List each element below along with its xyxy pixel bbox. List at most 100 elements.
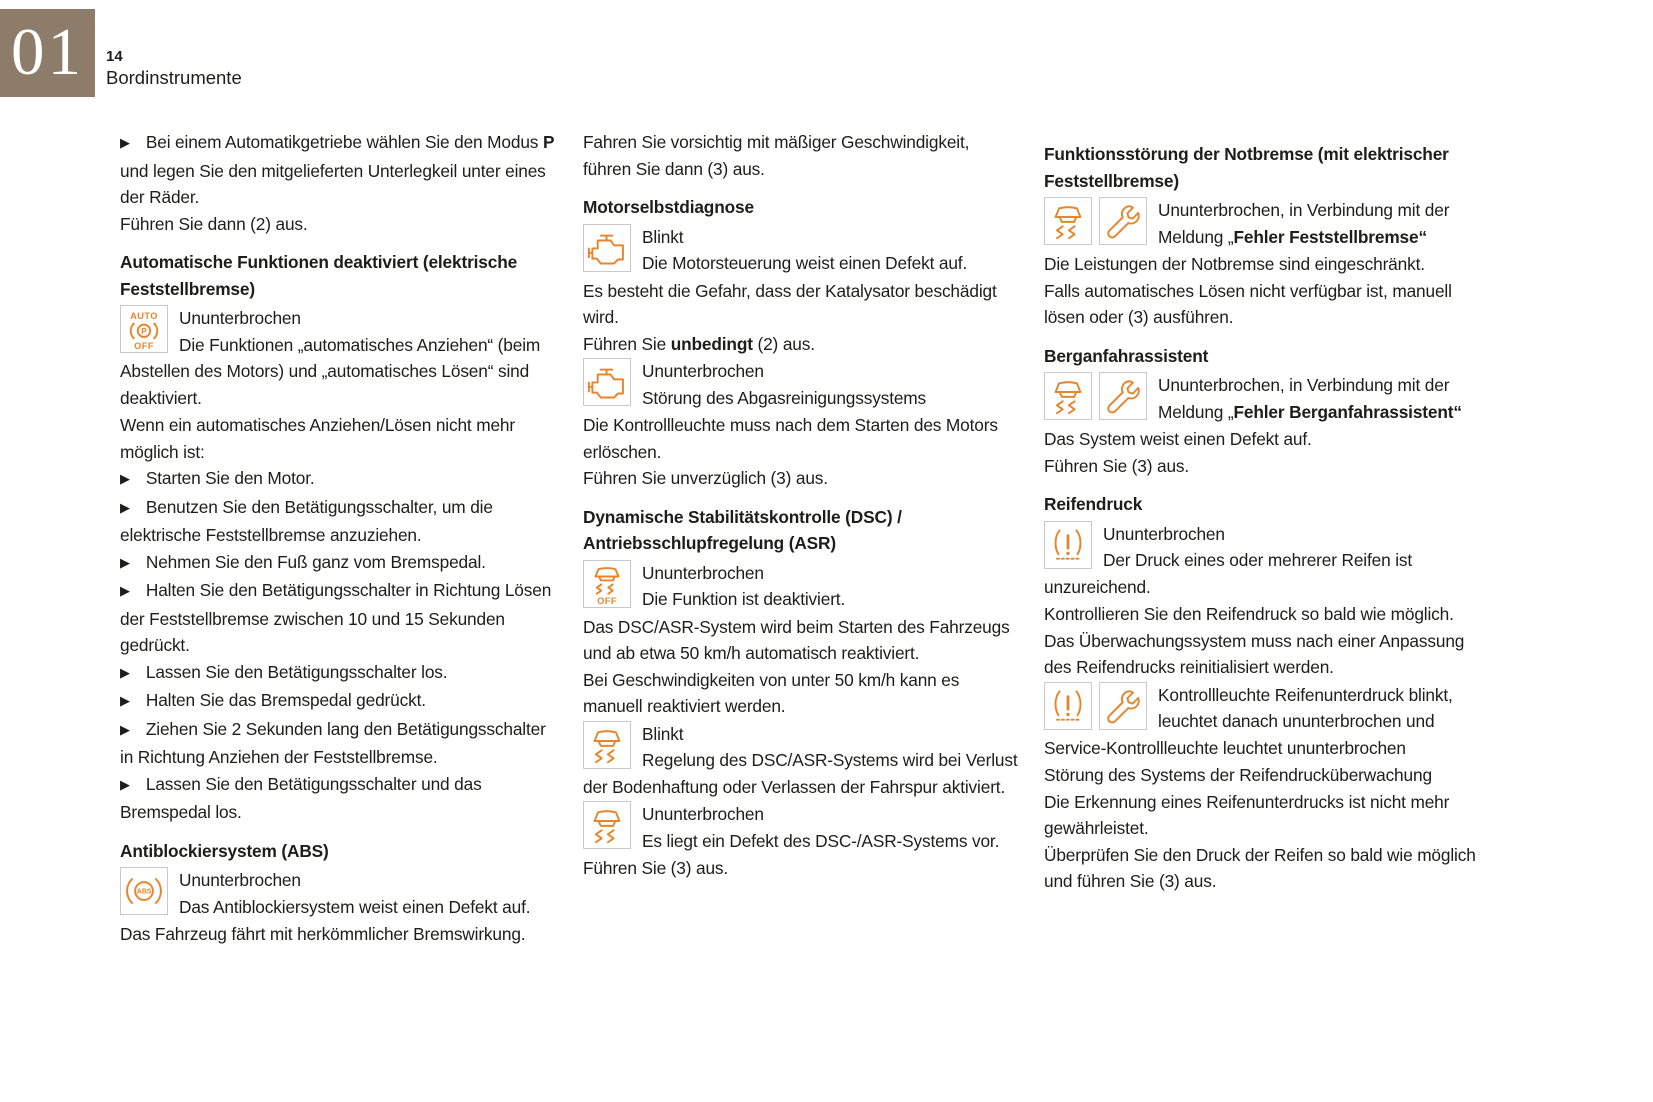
text-segment: Funktionsstörung der Notbremse (mit elek… <box>1044 144 1449 191</box>
text-segment: Kontrollieren Sie den Reifendruck so bal… <box>1044 604 1454 624</box>
paragraph: Führen Sie unbedingt (2) aus. <box>583 331 1021 358</box>
bullet-arrow: ▶ <box>120 471 130 486</box>
text-segment: Überprüfen Sie den Druck der Reifen so b… <box>1044 844 1476 892</box>
text-segment: Führen Sie (3) aus. <box>583 858 729 878</box>
wrench-icon <box>1099 681 1147 730</box>
instruction-bullet: ▶ Ziehen Sie 2 Sekunden lang den Betätigu… <box>120 716 560 771</box>
paragraph: Bei Geschwindigkeiten von unter 50 km/h … <box>583 667 1021 720</box>
section-heading: Dynamische Stabilitätskontrolle (DSC) / … <box>583 504 1021 557</box>
icon-caption-line: Kontrollleuchte Reifenunterdruck blinkt,… <box>1044 682 1496 762</box>
paragraph: Wenn ein automatisches Anziehen/Lösen ni… <box>120 412 560 465</box>
dsc-icon <box>1044 372 1092 420</box>
bullet-arrow: ▶ <box>120 664 130 680</box>
column-1: ▶ Bei einem Automatikgetriebe wählen Sie … <box>120 129 560 948</box>
warning-light-icons: ABS <box>120 867 168 915</box>
abs-icon: ABS <box>120 867 168 915</box>
text-segment: Kontrollleuchte Reifenunterdruck blinkt,… <box>1044 684 1453 758</box>
icon-caption-line: Es liegt ein Defekt des DSC-/ASR-Systems… <box>583 828 1021 855</box>
page-number: 14 <box>106 48 123 65</box>
text-segment: Führen Sie (3) aus. <box>1044 455 1190 476</box>
paragraph: Es besteht die Gefahr, dass der Katalysa… <box>583 278 1021 331</box>
icon-caption-line: Regelung des DSC/ASR-Systems wird bei Ve… <box>583 747 1021 800</box>
text-segment: Das System weist einen Defekt auf. <box>1044 429 1312 449</box>
tire-pressure-icon <box>1044 520 1092 569</box>
bullet-arrow: ▶ <box>120 776 130 792</box>
text-segment: Berganfahrassistent <box>1044 345 1209 366</box>
icon-caption-line: Blinkt <box>583 721 1021 748</box>
text-segment: Die Motorsteuerung weist einen Defekt au… <box>642 253 968 273</box>
icon-caption-line: Blinkt <box>583 224 1021 251</box>
text-segment: Störung des Systems der Reifendrucküberw… <box>1044 765 1432 785</box>
text-segment: Automatische Funktionen deaktiviert (ele… <box>120 252 518 299</box>
text-segment: Bei einem Automatikgetriebe wählen Sie d… <box>145 132 543 152</box>
icon-caption-line: Ununterbrochen <box>1044 521 1496 548</box>
section-heading: Antiblockiersystem (ABS) <box>120 838 560 865</box>
dsc-off-icon: OFF <box>583 559 631 608</box>
section-heading: Funktionsstörung der Notbremse (mit elek… <box>1044 141 1496 194</box>
paragraph: Falls automatisches Lösen nicht verfügba… <box>1044 278 1496 331</box>
paragraph: Das Überwachungssystem muss nach einer A… <box>1044 628 1496 681</box>
tire-pressure-icon <box>1044 681 1092 730</box>
text-segment: Das DSC/ASR-System wird beim Starten des… <box>583 616 1010 664</box>
icon-caption-line: Ununterbrochen <box>583 560 1021 587</box>
wrench-icon <box>1099 372 1147 420</box>
text-segment: Ununterbrochen <box>642 804 764 824</box>
text-segment: Das Antiblockiersystem weist einen Defek… <box>179 896 531 917</box>
icon-caption-line: Ununterbrochen, in Verbindung mit der Me… <box>1044 372 1496 425</box>
icon-caption-line: Ununterbrochen <box>583 358 1021 385</box>
warning-light-entry: ABS Ununterbrochen Das Antiblockiersystem … <box>120 867 560 920</box>
warning-light-entry: Ununterbrochen, in Verbindung mit der Me… <box>1044 197 1496 250</box>
text-segment: Falls automatisches Lösen nicht verfügba… <box>1044 280 1452 328</box>
text-segment: Störung des Abgasreinigungssystems <box>642 387 927 408</box>
text-segment: Fahren Sie vorsichtig mit mäßiger Geschw… <box>583 132 970 179</box>
warning-light-icons <box>583 720 631 769</box>
paragraph: Kontrollieren Sie den Reifendruck so bal… <box>1044 601 1496 628</box>
icon-caption-line: Die Motorsteuerung weist einen Defekt au… <box>583 250 1021 277</box>
warning-light-entry: Blinkt Die Motorsteuerung weist einen Def… <box>583 223 1021 277</box>
dsc-icon <box>1044 197 1092 245</box>
text-segment: Bei Geschwindigkeiten von unter 50 km/h … <box>583 669 960 717</box>
wrench-icon <box>1099 197 1147 245</box>
bullet-arrow: ▶ <box>120 721 130 737</box>
text-segment: Der Druck eines oder mehrerer Reifen ist… <box>1044 550 1413 597</box>
icon-caption-line: Ununterbrochen <box>583 801 1021 828</box>
warning-light-entry: Kontrollleuchte Reifenunterdruck blinkt,… <box>1044 681 1496 762</box>
text-segment: Es besteht die Gefahr, dass der Katalysa… <box>583 280 997 328</box>
warning-light-entry: AUTO P OFF Ununterbrochen Die Funktionen „au… <box>120 305 560 411</box>
text-segment: Starten Sie den Motor. <box>145 468 315 488</box>
section-heading: Automatische Funktionen deaktiviert (ele… <box>120 249 560 302</box>
text-segment: Ununterbrochen, in Verbindung mit der Me… <box>1158 200 1450 247</box>
column-3: Funktionsstörung der Notbremse (mit elek… <box>1044 129 1496 948</box>
text-segment: Führen Sie unverzüglich (3) aus. <box>583 468 828 488</box>
text-segment: Nehmen Sie den Fuß ganz vom Bremspedal. <box>145 551 486 572</box>
text-segment: Führen Sie dann (2) aus. <box>120 213 308 234</box>
warning-light-icons: OFF <box>583 559 631 608</box>
paragraph: Fahren Sie vorsichtig mit mäßiger Geschw… <box>583 129 1021 182</box>
text-segment: Dynamische Stabilitätskontrolle (DSC) / … <box>583 506 902 554</box>
paragraph: Führen Sie (3) aus. <box>583 855 1021 882</box>
text-segment: Ununterbrochen, in Verbindung mit der Me… <box>1158 375 1450 422</box>
warning-light-icons <box>583 223 631 272</box>
bold-text: P <box>542 132 555 152</box>
text-segment: Lassen Sie den Betätigungsschalter und d… <box>120 773 482 823</box>
paragraph: Führen Sie unverzüglich (3) aus. <box>583 465 1021 492</box>
icon-caption-line: Der Druck eines oder mehrerer Reifen ist… <box>1044 547 1496 600</box>
bold-text: Fehler Feststellbremse“ <box>1233 226 1428 247</box>
warning-light-icons: AUTO P OFF <box>120 305 168 353</box>
dsc-icon <box>583 801 631 849</box>
text-segment: Wenn ein automatisches Anziehen/Lösen ni… <box>120 415 515 462</box>
text-segment: Das Überwachungssystem muss nach einer A… <box>1044 630 1465 678</box>
column-2: Fahren Sie vorsichtig mit mäßiger Geschw… <box>583 129 1021 948</box>
icon-caption-line: Störung des Abgasreinigungssystems <box>583 385 1021 412</box>
text-segment: Reifendruck <box>1044 494 1143 514</box>
instruction-bullet: ▶ Benutzen Sie den Betätigungsschalter, u… <box>120 494 560 549</box>
engine-icon <box>583 358 631 406</box>
instruction-bullet: ▶ Lassen Sie den Betätigungsschalter und … <box>120 771 560 826</box>
dsc-icon <box>583 720 631 769</box>
text-segment: Die Kontrollleuchte muss nach dem Starte… <box>583 415 998 462</box>
text-segment: Lassen Sie den Betätigungsschalter los. <box>145 661 448 682</box>
icon-caption-line: Ununterbrochen <box>120 305 560 332</box>
bullet-arrow: ▶ <box>120 499 130 515</box>
instruction-bullet: ▶ Halten Sie den Betätigungsschalter in R… <box>120 577 560 659</box>
